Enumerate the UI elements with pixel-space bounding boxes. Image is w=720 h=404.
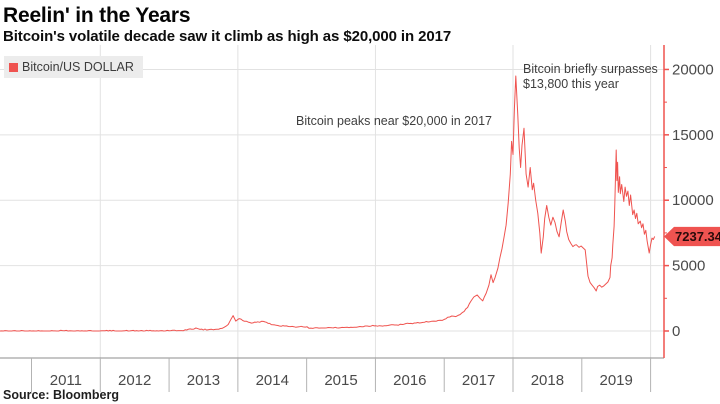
x-axis-label: 2011	[50, 372, 82, 389]
y-axis-label: 10000	[672, 192, 714, 209]
legend-swatch-icon	[9, 62, 18, 72]
x-axis-label: 2019	[600, 372, 633, 389]
x-axis-label: 2015	[324, 372, 357, 389]
annotation-peak-2017: Bitcoin peaks near $20,000 in 2017	[296, 114, 492, 128]
legend-label: Bitcoin/US DOLLAR	[22, 60, 134, 74]
x-axis-label: 2012	[118, 372, 151, 389]
y-axis-label: 5000	[672, 258, 705, 275]
y-axis-label: 0	[672, 323, 680, 340]
chart-subtitle: Bitcoin's volatile decade saw it climb a…	[3, 28, 452, 45]
annotation-line-2: $13,800 this year	[523, 77, 619, 91]
last-price-badge: 7237.34	[664, 226, 720, 247]
x-axis-label: 2014	[256, 372, 289, 389]
x-axis-label: 2013	[187, 372, 220, 389]
x-axis-label: 2016	[393, 372, 426, 389]
annotation-line-1: Bitcoin briefly surpasses	[523, 62, 658, 76]
y-axis-label: 20000	[672, 61, 714, 78]
legend: Bitcoin/US DOLLAR	[4, 56, 143, 78]
y-axis-label: 15000	[672, 127, 714, 144]
x-axis-label: 2018	[531, 372, 564, 389]
annotation-surpasses-2019: Bitcoin briefly surpasses $13,800 this y…	[523, 62, 658, 92]
source-label: Source: Bloomberg	[3, 388, 119, 402]
price-line	[0, 75, 656, 332]
chart-title: Reelin' in the Years	[3, 4, 191, 27]
x-axis-label: 2017	[462, 372, 495, 389]
